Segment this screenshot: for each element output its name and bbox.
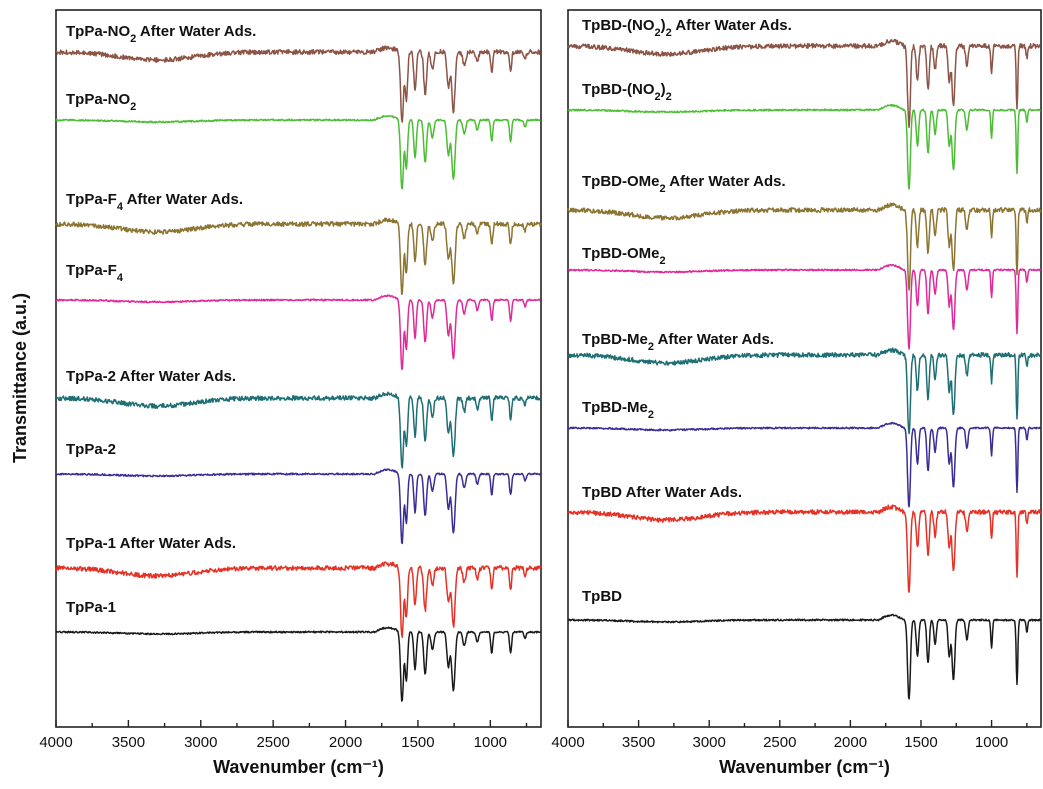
series-line	[567, 263, 1042, 350]
series-line	[55, 626, 542, 702]
x-tick-label: 3000	[184, 734, 217, 751]
right-panel: 4000 3500 3000 2500 2000 1500 1000 Wavenumber (…	[551, 9, 1042, 777]
series-line	[55, 217, 542, 296]
x-tick-label: 3500	[622, 734, 655, 751]
series-label: TpPa-NO2	[66, 91, 136, 113]
x-tick-label: 3500	[112, 734, 145, 751]
series-line	[55, 114, 541, 190]
x-axis-title: Wavenumber (cm⁻¹)	[213, 757, 384, 777]
x-tick-label: 2500	[763, 734, 796, 751]
x-tick-label: 2000	[834, 734, 867, 751]
series-line	[567, 347, 1042, 435]
series-label: TpPa-2 After Water Ads.	[66, 368, 236, 385]
series-line	[567, 38, 1041, 129]
x-tick-label: 4000	[551, 734, 584, 751]
series-line	[55, 294, 542, 370]
series-line	[55, 561, 542, 638]
x-tick-label: 1000	[474, 734, 507, 751]
x-tick-label: 4000	[39, 734, 72, 751]
series-line	[55, 468, 542, 545]
series-line	[567, 421, 1041, 508]
series-label: TpBD	[582, 588, 622, 605]
x-tick-label: 1500	[401, 734, 434, 751]
series-label: TpBD-(NO2)2 After Water Ads.	[582, 17, 792, 39]
x-axis-title: Wavenumber (cm⁻¹)	[719, 757, 890, 777]
series-line	[567, 504, 1042, 593]
series-line	[55, 391, 542, 469]
series-label: TpPa-NO2 After Water Ads.	[66, 23, 256, 45]
series-label: TpPa-2	[66, 441, 116, 458]
series-label: TpPa-1	[66, 599, 116, 616]
series-label: TpBD-Me2	[582, 399, 654, 421]
series-label: TpBD-OMe2 After Water Ads.	[582, 173, 786, 195]
x-tick-label: 1000	[975, 734, 1008, 751]
series-label: TpBD-OMe2	[582, 245, 666, 267]
y-axis-title: Transmittance (a.u.)	[10, 293, 30, 463]
x-tick-label: 1500	[904, 734, 937, 751]
plot-frame	[55, 9, 542, 728]
series-line	[55, 45, 542, 123]
x-tick-label: 2500	[256, 734, 289, 751]
x-tick-label: 3000	[693, 734, 726, 751]
series-label: TpBD-(NO2)2	[582, 81, 672, 103]
x-tick-label: 2000	[329, 734, 362, 751]
series-label: TpPa-F4	[66, 262, 124, 284]
series-label: TpPa-F4 After Water Ads.	[66, 191, 243, 213]
series-label: TpBD-Me2 After Water Ads.	[582, 331, 774, 353]
series-line	[567, 202, 1042, 291]
left-panel: 4000 3500 3000 2500 2000 1500 1000 Wavenumber (…	[39, 9, 542, 777]
series-line	[567, 613, 1042, 700]
series-line	[567, 103, 1042, 190]
series-label: TpBD After Water Ads.	[582, 484, 742, 501]
plot-frame	[567, 9, 1042, 728]
series-label: TpPa-1 After Water Ads.	[66, 535, 236, 552]
